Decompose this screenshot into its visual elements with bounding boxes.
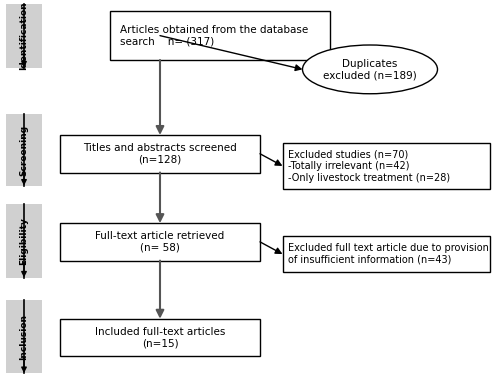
Text: Excluded studies (n=70)
-Totally irrelevant (n=42)
-Only livestock treatment (n=: Excluded studies (n=70) -Totally irrelev… bbox=[288, 149, 450, 183]
Text: Articles obtained from the database
search    n= (317): Articles obtained from the database sear… bbox=[120, 25, 308, 46]
FancyBboxPatch shape bbox=[282, 236, 490, 272]
Text: Duplicates
excluded (n=189): Duplicates excluded (n=189) bbox=[323, 58, 417, 80]
FancyBboxPatch shape bbox=[110, 11, 330, 60]
FancyBboxPatch shape bbox=[6, 114, 42, 186]
Text: Inclusion: Inclusion bbox=[20, 315, 28, 360]
FancyBboxPatch shape bbox=[60, 319, 260, 356]
FancyBboxPatch shape bbox=[6, 204, 42, 278]
FancyBboxPatch shape bbox=[6, 300, 42, 373]
Text: Included full-text articles
(n=15): Included full-text articles (n=15) bbox=[95, 327, 225, 348]
Ellipse shape bbox=[302, 45, 438, 94]
FancyBboxPatch shape bbox=[60, 223, 260, 261]
Text: Eligibility: Eligibility bbox=[20, 217, 28, 265]
FancyBboxPatch shape bbox=[282, 142, 490, 189]
Text: Excluded full text article due to provision
of insufficient information (n=43): Excluded full text article due to provis… bbox=[288, 243, 488, 265]
FancyBboxPatch shape bbox=[6, 4, 42, 68]
Text: Screening: Screening bbox=[20, 124, 28, 176]
Text: Titles and abstracts screened
(n=128): Titles and abstracts screened (n=128) bbox=[83, 143, 237, 165]
FancyBboxPatch shape bbox=[60, 135, 260, 172]
Text: Identification: Identification bbox=[20, 2, 28, 70]
Text: Full-text article retrieved
(n= 58): Full-text article retrieved (n= 58) bbox=[96, 231, 224, 253]
